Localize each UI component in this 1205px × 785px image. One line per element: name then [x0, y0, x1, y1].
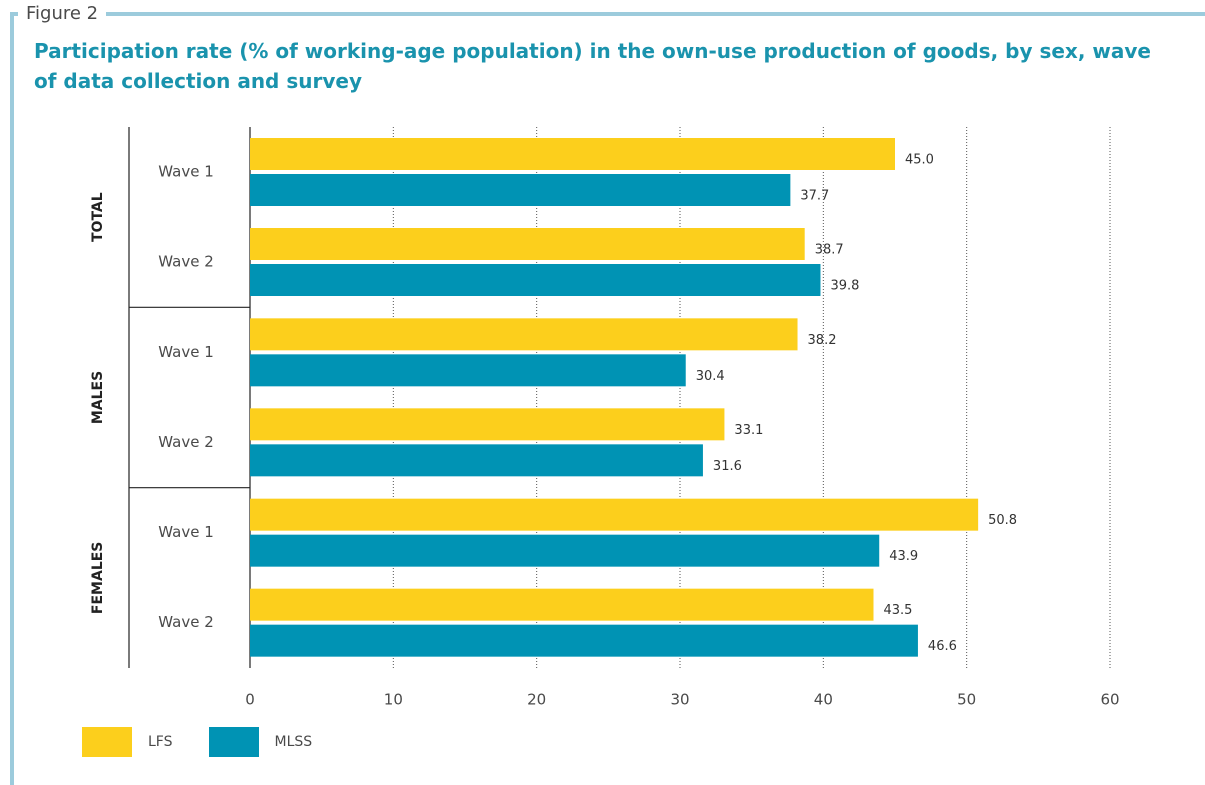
bar-males-wave-1-mlss — [250, 354, 686, 387]
data-label-females-wave-2-mlss: 46.6 — [928, 639, 957, 654]
data-label-females-wave-2-lfs: 43.5 — [884, 603, 913, 618]
figure-frame-top — [10, 12, 1205, 16]
data-label-total-wave-2-mlss: 39.8 — [830, 279, 859, 294]
bar-total-wave-2-lfs — [250, 228, 805, 260]
figure-frame-left — [10, 12, 14, 785]
chart-title: Participation rate (% of working-age pop… — [34, 39, 1151, 93]
data-label-total-wave-1-mlss: 37.7 — [800, 189, 829, 204]
bar-males-wave-1-lfs — [250, 318, 798, 351]
bar-total-wave-1-mlss — [250, 174, 791, 206]
legend-label-lfs: LFS — [148, 734, 173, 750]
data-label-total-wave-1-lfs: 45.0 — [905, 153, 934, 168]
x-tick-label-40: 40 — [814, 691, 833, 709]
x-tick-label-30: 30 — [670, 691, 689, 709]
x-tick-label-60: 60 — [1100, 691, 1119, 709]
bar-males-wave-2-mlss — [250, 444, 703, 477]
figure-label: Figure 2 — [18, 2, 107, 26]
legend-item-lfs: LFS — [82, 727, 173, 757]
bar-females-wave-1-lfs — [250, 498, 979, 531]
category-label-males-wave-2: Wave 2 — [158, 433, 213, 451]
category-label-total-wave-2: Wave 2 — [158, 253, 213, 271]
x-tick-label-10: 10 — [384, 691, 403, 709]
data-label-males-wave-1-lfs: 38.2 — [808, 333, 837, 348]
bar-total-wave-1-lfs — [250, 138, 895, 170]
legend-label-mlss: MLSS — [274, 734, 313, 750]
category-label-total-wave-1: Wave 1 — [158, 163, 213, 181]
group-label-total: TOTAL — [90, 192, 106, 242]
category-label-females-wave-2: Wave 2 — [158, 613, 213, 631]
bar-females-wave-2-mlss — [250, 624, 918, 657]
bar-females-wave-1-mlss — [250, 534, 880, 567]
chart-legend: LFS MLSS — [82, 727, 348, 757]
x-tick-label-20: 20 — [527, 691, 546, 709]
data-label-females-wave-1-mlss: 43.9 — [889, 549, 918, 564]
bar-total-wave-2-mlss — [250, 264, 821, 296]
group-label-males: MALES — [90, 371, 106, 424]
bar-females-wave-2-lfs — [250, 588, 874, 621]
legend-swatch-lfs — [82, 727, 132, 757]
data-label-males-wave-2-mlss: 31.6 — [713, 459, 742, 474]
data-label-males-wave-2-lfs: 33.1 — [734, 423, 763, 438]
data-label-total-wave-2-lfs: 38.7 — [815, 243, 844, 258]
bar-males-wave-2-lfs — [250, 408, 725, 441]
legend-item-mlss: MLSS — [208, 727, 313, 757]
data-label-females-wave-1-lfs: 50.8 — [988, 513, 1017, 528]
category-label-females-wave-1: Wave 1 — [158, 523, 213, 541]
legend-swatch-mlss — [208, 727, 259, 757]
data-label-males-wave-1-mlss: 30.4 — [696, 369, 725, 384]
x-tick-label-50: 50 — [957, 691, 976, 709]
category-label-males-wave-1: Wave 1 — [158, 343, 213, 361]
group-label-females: FEMALES — [90, 542, 106, 614]
x-tick-label-0: 0 — [245, 691, 255, 709]
